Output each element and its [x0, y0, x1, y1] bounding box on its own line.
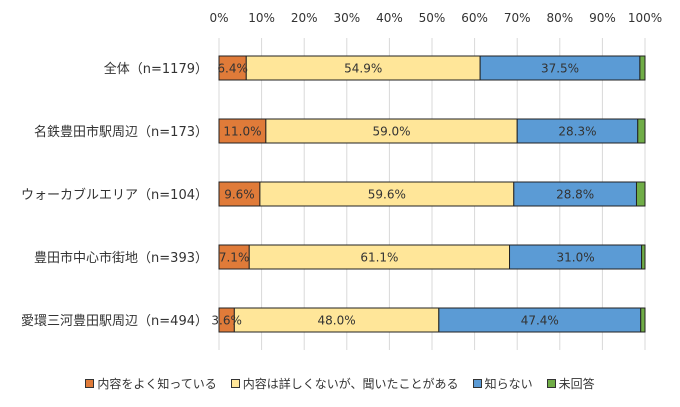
x-tick-label: 90%: [589, 11, 616, 25]
data-label: 31.0%: [556, 251, 594, 265]
bar-segment: [438, 307, 642, 333]
category-labels: 全体（n=1179） 名鉄豊田市駅周辺（n=173） ウォーカブルエリア（n=104…: [21, 61, 208, 329]
bar-segment: [218, 118, 267, 144]
legend-item: 内容は詳しくないが、聞いたことがある: [230, 375, 459, 392]
data-label: 6.4%: [217, 62, 248, 76]
x-tick-label: 10%: [248, 11, 275, 25]
bar-segment: [218, 244, 250, 270]
x-tick-label: 0%: [209, 11, 228, 25]
data-label: 3.6%: [211, 314, 242, 328]
category-label: 豊田市中心市街地（n=393）: [34, 250, 208, 266]
data-label: 47.4%: [521, 314, 559, 328]
x-tick-label: 70%: [504, 11, 531, 25]
legend-swatch: [230, 379, 240, 388]
legend-label: 内容は詳しくないが、聞いたことがある: [242, 377, 459, 391]
x-tick-label: 60%: [461, 11, 488, 25]
data-label: 59.6%: [368, 188, 406, 202]
category-label: 名鉄豊田市駅周辺（n=173）: [34, 124, 208, 140]
data-label: 28.3%: [558, 125, 596, 139]
bar-segment: [640, 307, 646, 333]
bar-segment: [259, 181, 515, 207]
bar-segment: [637, 118, 646, 144]
data-label: 11.0%: [223, 125, 261, 139]
category-label: ウォーカブルエリア（n=104）: [21, 187, 208, 203]
legend-swatch: [472, 379, 482, 388]
data-label: 54.9%: [344, 62, 382, 76]
x-tick-label: 20%: [291, 11, 318, 25]
legend-swatch: [85, 379, 95, 388]
legend-label: 未回答: [558, 377, 595, 391]
legend-item: 内容をよく知っている: [85, 375, 217, 392]
category-label: 愛環三河豊田駅周辺（n=494）: [21, 314, 208, 329]
bar-segment: [635, 181, 646, 207]
bar-segment: [248, 244, 511, 270]
legend-swatch: [546, 379, 556, 388]
x-tick-label: 80%: [546, 11, 573, 25]
bar-segment: [509, 244, 643, 270]
x-tick-label: 30%: [333, 11, 360, 25]
data-label: 9.6%: [224, 188, 255, 202]
data-label: 61.1%: [360, 251, 398, 265]
legend-label: 知らない: [484, 377, 533, 391]
data-label: 48.0%: [318, 314, 356, 328]
x-tick-label: 100%: [628, 11, 662, 25]
legend: 内容をよく知っている 内容は詳しくないが、聞いたことがある 知らない 未回答: [0, 375, 680, 392]
value-labels: 6.4% 54.9% 37.5% 11.0% 59.0% 28.3% 9.6% 59.6% 28…: [211, 62, 596, 328]
data-label: 28.8%: [556, 188, 594, 202]
bar-segment: [641, 244, 646, 270]
legend-item: 未回答: [546, 375, 595, 392]
x-tick-label: 50%: [419, 11, 446, 25]
bar-segment: [233, 307, 440, 333]
category-label: 全体（n=1179）: [104, 61, 208, 77]
data-label: 59.0%: [372, 125, 410, 139]
bar-segment: [513, 181, 637, 207]
x-axis-ticks: 0% 10% 20% 30% 40% 50% 60% 70% 80% 90% 100%: [209, 11, 662, 25]
x-tick-label: 40%: [376, 11, 403, 25]
data-label: 37.5%: [541, 62, 579, 76]
legend-label: 内容をよく知っている: [97, 377, 217, 391]
data-label: 7.1%: [219, 251, 250, 265]
bar-segment: [639, 55, 646, 81]
bar-segment: [218, 181, 261, 207]
bar-segment: [245, 55, 481, 81]
bars: [218, 55, 646, 333]
legend-item: 知らない: [472, 375, 533, 392]
bar-segment: [218, 55, 247, 81]
